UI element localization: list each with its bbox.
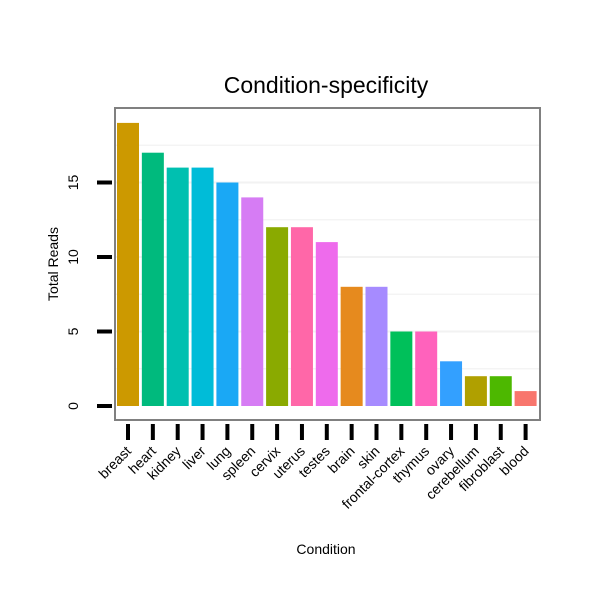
bar-breast — [117, 122, 139, 407]
y-axis: 0 5 10 15 — [65, 175, 112, 410]
bar-lung — [216, 182, 239, 406]
bar-cerebellum — [464, 376, 487, 406]
bar-kidney — [166, 167, 189, 406]
bar-fibroblast — [489, 376, 512, 406]
bars — [117, 122, 537, 407]
y-tick-label-5: 5 — [65, 327, 81, 335]
y-tick-label-10: 10 — [65, 249, 81, 265]
y-tick-label-15: 15 — [65, 175, 81, 191]
x-axis-label: Condition — [296, 541, 355, 557]
y-tick-label-0: 0 — [65, 402, 81, 410]
bar-thymus — [415, 331, 438, 406]
bar-testes — [315, 242, 338, 406]
bar-spleen — [241, 197, 264, 406]
y-axis-label: Total Reads — [45, 227, 61, 301]
bar-heart — [141, 152, 164, 406]
bar-liver — [191, 167, 214, 406]
bar-blood — [514, 391, 537, 406]
bar-uterus — [290, 227, 313, 406]
bar-cervix — [266, 227, 289, 406]
plot-panel-border — [114, 107, 541, 421]
chart-title: Condition-specificity — [224, 72, 429, 98]
bar-ovary — [440, 361, 463, 406]
bar-brain — [340, 286, 363, 406]
bar-frontal-cortex — [390, 331, 413, 406]
bar-skin — [365, 286, 388, 406]
